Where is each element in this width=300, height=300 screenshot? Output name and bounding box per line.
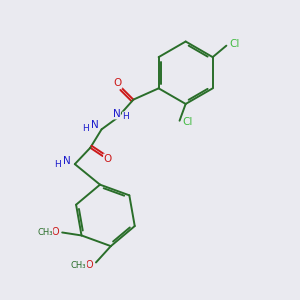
Text: Cl: Cl xyxy=(183,117,193,127)
Text: N: N xyxy=(112,109,120,119)
Text: O: O xyxy=(104,154,112,164)
Text: O: O xyxy=(85,260,93,270)
Text: N: N xyxy=(91,121,98,130)
Text: CH₃: CH₃ xyxy=(37,228,53,237)
Text: Cl: Cl xyxy=(229,39,240,49)
Text: N: N xyxy=(63,156,71,166)
Text: CH₃: CH₃ xyxy=(71,261,86,270)
Text: H: H xyxy=(82,124,88,133)
Text: H: H xyxy=(123,112,129,121)
Text: O: O xyxy=(52,227,59,237)
Text: O: O xyxy=(113,78,122,88)
Text: H: H xyxy=(54,160,61,169)
